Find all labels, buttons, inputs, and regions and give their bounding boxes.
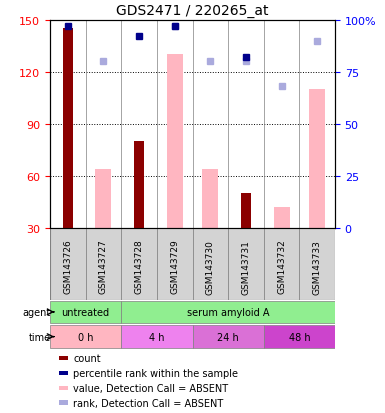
Bar <box>264 326 335 348</box>
Text: 0 h: 0 h <box>78 332 94 342</box>
Bar <box>121 228 157 300</box>
Text: percentile rank within the sample: percentile rank within the sample <box>74 368 238 378</box>
Bar <box>95 169 112 228</box>
Text: rank, Detection Call = ABSENT: rank, Detection Call = ABSENT <box>74 398 224 408</box>
Bar <box>241 194 251 228</box>
Bar <box>157 228 192 300</box>
Text: 4 h: 4 h <box>149 332 165 342</box>
Text: count: count <box>74 353 101 363</box>
Bar <box>309 90 325 228</box>
Text: 48 h: 48 h <box>288 332 310 342</box>
Bar <box>134 142 144 228</box>
Bar <box>121 326 192 348</box>
Text: agent: agent <box>22 307 51 317</box>
Text: GSM143732: GSM143732 <box>277 239 286 294</box>
Text: serum amyloid A: serum amyloid A <box>187 307 270 317</box>
Text: GSM143727: GSM143727 <box>99 239 108 294</box>
Bar <box>192 228 228 300</box>
Text: GSM143733: GSM143733 <box>313 239 321 294</box>
Text: GSM143729: GSM143729 <box>170 239 179 294</box>
Bar <box>50 301 121 323</box>
Bar <box>273 208 290 228</box>
Bar <box>202 169 218 228</box>
Text: time: time <box>28 332 51 342</box>
Text: 24 h: 24 h <box>217 332 239 342</box>
Title: GDS2471 / 220265_at: GDS2471 / 220265_at <box>116 4 269 18</box>
Bar <box>50 326 121 348</box>
Bar <box>192 326 264 348</box>
Bar <box>264 228 300 300</box>
Text: GSM143726: GSM143726 <box>64 239 72 294</box>
Bar <box>62 29 73 228</box>
Text: untreated: untreated <box>62 307 110 317</box>
Bar <box>59 370 68 375</box>
Bar <box>59 386 68 390</box>
Bar <box>228 228 264 300</box>
Text: GSM143730: GSM143730 <box>206 239 215 294</box>
Bar <box>300 228 335 300</box>
Text: GSM143728: GSM143728 <box>135 239 144 294</box>
Text: GSM143731: GSM143731 <box>241 239 250 294</box>
Text: value, Detection Call = ABSENT: value, Detection Call = ABSENT <box>74 383 229 393</box>
Bar <box>59 401 68 405</box>
Bar <box>121 301 335 323</box>
Bar <box>167 55 183 228</box>
Bar <box>85 228 121 300</box>
Bar <box>59 356 68 361</box>
Bar <box>50 228 85 300</box>
